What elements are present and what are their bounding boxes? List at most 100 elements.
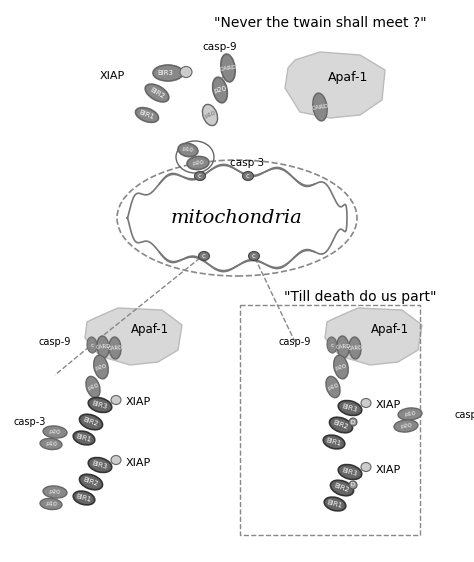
Text: casp-3: casp-3 [455, 410, 474, 420]
Ellipse shape [194, 171, 206, 180]
Text: BIR1: BIR1 [75, 493, 92, 503]
Text: p10: p10 [45, 501, 57, 507]
Text: XIAP: XIAP [126, 397, 151, 407]
Ellipse shape [80, 414, 102, 430]
Text: BIR1: BIR1 [327, 499, 344, 509]
Text: BIR3: BIR3 [91, 400, 109, 410]
Ellipse shape [330, 481, 354, 496]
Ellipse shape [109, 337, 121, 359]
Text: p20: p20 [213, 85, 227, 94]
Ellipse shape [329, 417, 353, 433]
Text: CARD: CARD [107, 345, 123, 351]
Text: CARD: CARD [219, 64, 237, 72]
Text: BIR3: BIR3 [341, 467, 358, 477]
Ellipse shape [80, 474, 102, 490]
Text: p10: p10 [87, 383, 100, 391]
Text: XIAP: XIAP [100, 71, 125, 81]
Ellipse shape [338, 465, 362, 479]
Text: "Till death do us part": "Till death do us part" [284, 290, 436, 304]
Ellipse shape [88, 397, 112, 413]
Text: BIR3: BIR3 [341, 403, 358, 413]
Ellipse shape [111, 396, 121, 405]
Ellipse shape [87, 337, 97, 353]
Ellipse shape [248, 252, 259, 261]
Text: D: D [351, 483, 355, 487]
Text: c: c [90, 342, 94, 348]
Ellipse shape [73, 491, 95, 505]
Text: BIR2: BIR2 [82, 477, 100, 487]
Ellipse shape [187, 156, 209, 170]
Ellipse shape [338, 401, 362, 415]
Text: "Never the twain shall meet ?": "Never the twain shall meet ?" [214, 16, 426, 30]
Text: BIR2: BIR2 [333, 419, 349, 430]
Ellipse shape [398, 408, 422, 420]
Text: p10: p10 [182, 147, 194, 153]
Ellipse shape [327, 337, 337, 353]
Text: c: c [198, 173, 202, 179]
Polygon shape [85, 308, 182, 365]
Polygon shape [325, 308, 422, 365]
Ellipse shape [136, 108, 158, 123]
Ellipse shape [88, 457, 112, 473]
Text: BIR3: BIR3 [157, 70, 173, 76]
Text: casp-9: casp-9 [203, 42, 237, 52]
Ellipse shape [221, 54, 235, 82]
Ellipse shape [323, 435, 345, 449]
Ellipse shape [202, 105, 218, 126]
Ellipse shape [324, 497, 346, 511]
Text: c: c [252, 253, 256, 259]
Ellipse shape [73, 431, 95, 445]
Ellipse shape [178, 143, 198, 157]
Text: p20: p20 [49, 429, 61, 435]
Text: p10: p10 [45, 441, 57, 447]
Text: p20: p20 [95, 363, 107, 371]
Text: BIR2: BIR2 [334, 482, 350, 493]
Text: BIR1: BIR1 [138, 110, 155, 121]
Text: c: c [202, 253, 206, 259]
Ellipse shape [43, 486, 67, 498]
Ellipse shape [334, 355, 348, 379]
Ellipse shape [111, 455, 121, 465]
Ellipse shape [180, 66, 192, 78]
Text: CARD: CARD [95, 344, 111, 350]
Ellipse shape [349, 337, 361, 359]
Ellipse shape [94, 355, 108, 379]
Text: p10: p10 [204, 111, 216, 119]
Text: BIR1: BIR1 [326, 437, 343, 447]
Text: Apaf-1: Apaf-1 [328, 71, 368, 84]
Text: XIAP: XIAP [126, 458, 151, 468]
Text: Apaf-1: Apaf-1 [371, 324, 409, 337]
Ellipse shape [145, 84, 169, 102]
Ellipse shape [153, 65, 183, 81]
Ellipse shape [349, 481, 357, 489]
Text: XIAP: XIAP [375, 465, 401, 475]
Text: casp-9: casp-9 [279, 337, 311, 347]
Text: p20: p20 [335, 363, 347, 371]
Ellipse shape [313, 93, 327, 121]
Ellipse shape [43, 426, 67, 438]
Text: CARD: CARD [335, 344, 351, 350]
Ellipse shape [40, 438, 62, 450]
Text: BIR1: BIR1 [75, 433, 92, 443]
Text: CARD: CARD [347, 345, 363, 351]
Ellipse shape [97, 336, 109, 358]
Text: BIR2: BIR2 [82, 416, 100, 428]
Text: BIR3: BIR3 [91, 460, 109, 470]
Text: casp 3: casp 3 [230, 158, 264, 168]
Ellipse shape [361, 463, 371, 472]
Text: casp-9: casp-9 [39, 337, 71, 347]
Text: casp-3: casp-3 [14, 417, 46, 427]
Text: p20: p20 [400, 423, 412, 429]
Text: p10: p10 [327, 383, 339, 391]
Text: BIR2: BIR2 [149, 87, 165, 99]
Ellipse shape [394, 420, 418, 432]
Text: Apaf-1: Apaf-1 [131, 324, 169, 337]
Ellipse shape [361, 398, 371, 407]
Ellipse shape [40, 498, 62, 510]
Text: c: c [330, 342, 334, 348]
Text: p20: p20 [49, 489, 61, 495]
Ellipse shape [86, 377, 100, 398]
Text: D: D [351, 419, 355, 424]
Ellipse shape [131, 174, 343, 262]
Ellipse shape [337, 336, 349, 358]
